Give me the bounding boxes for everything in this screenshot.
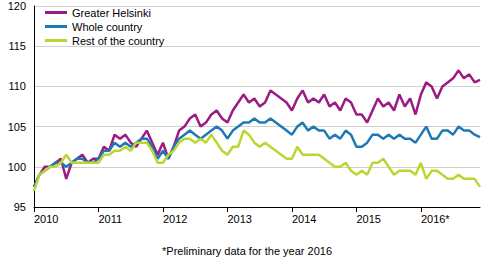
svg-text:105: 105: [8, 121, 26, 133]
svg-text:100: 100: [8, 161, 26, 173]
svg-text:Rest of the country: Rest of the country: [72, 35, 165, 47]
svg-text:Whole country: Whole country: [72, 21, 143, 33]
svg-text:2013: 2013: [227, 213, 251, 225]
svg-text:110: 110: [8, 80, 26, 92]
svg-text:*Preliminary data for the year: *Preliminary data for the year 2016: [162, 245, 332, 257]
svg-text:2014: 2014: [292, 213, 316, 225]
svg-text:120: 120: [8, 0, 26, 12]
svg-text:2012: 2012: [163, 213, 187, 225]
svg-text:115: 115: [8, 40, 26, 52]
svg-text:2016*: 2016*: [421, 213, 450, 225]
svg-text:95: 95: [14, 201, 26, 213]
svg-text:2010: 2010: [34, 213, 58, 225]
svg-text:2015: 2015: [356, 213, 380, 225]
svg-text:2011: 2011: [98, 213, 122, 225]
svg-text:Greater Helsinki: Greater Helsinki: [72, 7, 151, 19]
